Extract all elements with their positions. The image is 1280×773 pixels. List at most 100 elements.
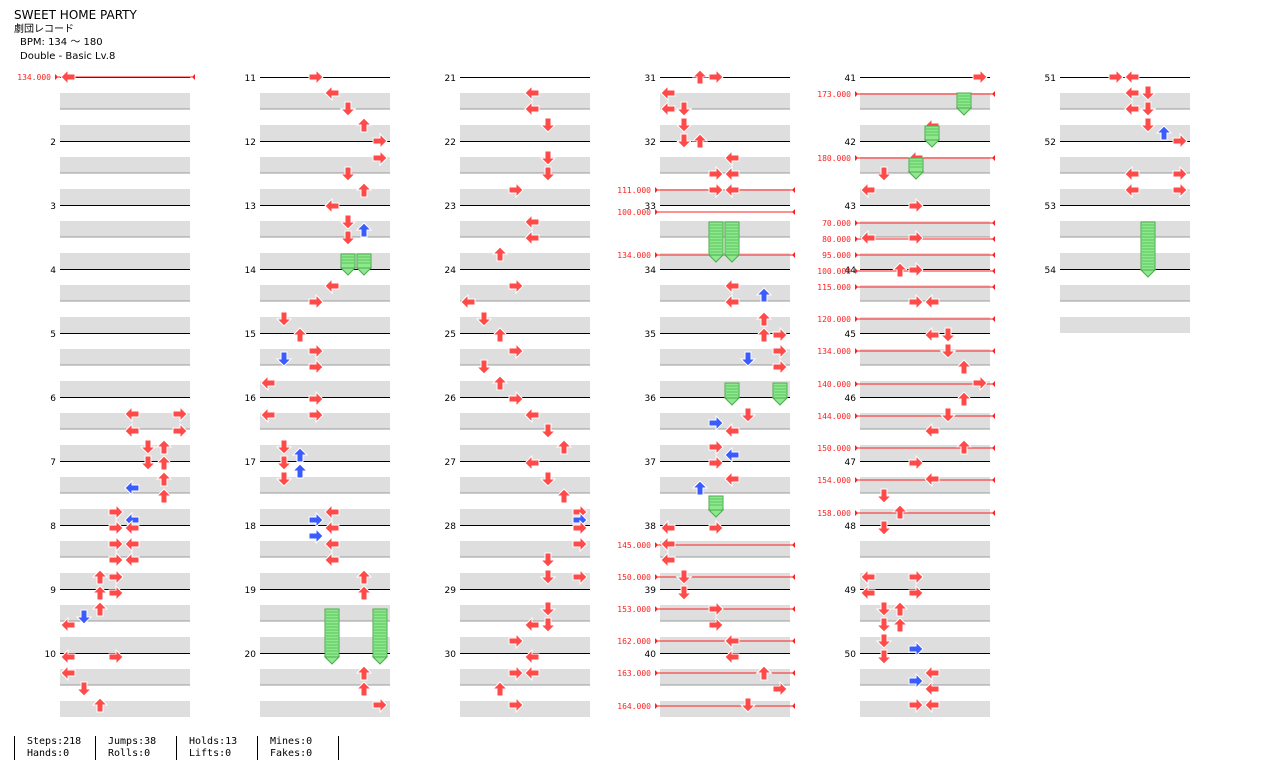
jumps-count: Jumps:38 (108, 736, 157, 747)
measure-band (860, 253, 990, 269)
bpm-value: 95.000 (822, 251, 851, 260)
measure-band (260, 349, 390, 365)
measure-band (460, 605, 590, 621)
arrow-note (372, 132, 388, 150)
arrow-note (524, 664, 540, 682)
arrow-note (660, 100, 676, 118)
hold-body (340, 253, 356, 269)
arrow-note (755, 287, 773, 303)
measure-number: 54 (1045, 266, 1057, 276)
bpm-end-marker (792, 703, 795, 709)
measure-band (460, 573, 590, 589)
measure-band (1060, 253, 1190, 269)
arrow-note (355, 182, 373, 198)
measure-band (460, 445, 590, 461)
bpm-start-marker (855, 348, 858, 354)
arrow-note (924, 326, 940, 344)
measure-band (860, 189, 990, 205)
arrow-note (124, 422, 140, 440)
measure-band (460, 317, 590, 333)
bpm-value: 100.000 (617, 208, 651, 217)
arrow-note (124, 519, 140, 537)
measure-band (660, 445, 790, 461)
bpm-start-marker (855, 381, 858, 387)
bpm-value: 153.000 (617, 605, 651, 614)
arrow-note (572, 568, 588, 586)
measure-band (60, 637, 190, 653)
measure-band (860, 541, 990, 557)
arrow-note (875, 633, 893, 649)
hands-count: Hands:0 (27, 748, 70, 759)
arrow-note (708, 68, 724, 86)
measure-number: 3 (50, 202, 56, 212)
arrow-note (539, 166, 557, 182)
hold-tail (339, 267, 357, 276)
measure-band (660, 253, 790, 269)
measure-band (860, 157, 990, 173)
measure-band (60, 445, 190, 461)
arrow-note (339, 101, 357, 117)
measure-band (260, 189, 390, 205)
bpm-value: 180.000 (817, 154, 851, 163)
arrow-note (75, 681, 93, 697)
arrow-note (260, 374, 276, 392)
measure-band (860, 413, 990, 429)
measure-number: 11 (245, 74, 256, 84)
bpm-start-marker (655, 542, 658, 548)
measure-band (60, 157, 190, 173)
bpm-value: 134.000 (817, 347, 851, 356)
arrow-note (1172, 132, 1188, 150)
measure-number: 42 (845, 138, 856, 148)
arrow-note (60, 648, 76, 666)
arrow-note (339, 214, 357, 230)
bpm-value: 145.000 (617, 541, 651, 550)
arrow-note (924, 680, 940, 698)
arrow-note (908, 261, 924, 279)
measure-band (660, 189, 790, 205)
bpm-value: 100.000 (817, 267, 851, 276)
arrow-note (524, 229, 540, 247)
arrow-note (339, 166, 357, 182)
arrow-note (155, 488, 173, 504)
measure-number: 10 (45, 650, 57, 660)
arrow-note (708, 519, 724, 537)
measure-band (260, 317, 390, 333)
measure-number: 36 (645, 394, 657, 404)
arrow-note (875, 520, 893, 536)
measure-band (260, 477, 390, 493)
arrow-note (355, 117, 373, 133)
measure-band (1060, 157, 1190, 173)
arrow-note (508, 696, 524, 714)
measure-number: 50 (845, 650, 857, 660)
bpm-end-marker (792, 187, 795, 193)
stats-col-3: Holds:13 Lifts:0 (176, 736, 257, 760)
lifts-count: Lifts:0 (189, 748, 232, 759)
arrow-note (172, 405, 188, 423)
arrow-note (891, 504, 909, 520)
arrow-note (508, 277, 524, 295)
measure-band (460, 349, 590, 365)
rolls-count: Rolls:0 (108, 748, 151, 759)
measure-band (60, 125, 190, 141)
arrow-note (939, 343, 957, 359)
measure-band (460, 221, 590, 237)
measure-number: 53 (1045, 202, 1056, 212)
measure-number: 7 (50, 458, 56, 468)
arrow-note (539, 150, 557, 166)
measure-number: 19 (245, 586, 257, 596)
arrow-note (739, 697, 757, 713)
arrow-note (724, 632, 740, 650)
arrow-note (60, 68, 76, 86)
mines-count: Mines:0 (270, 736, 313, 747)
bpm-start-marker (855, 220, 858, 226)
bpm-start-marker (655, 209, 658, 215)
measure-band (860, 669, 990, 685)
arrow-note (908, 293, 924, 311)
arrow-note (708, 616, 724, 634)
arrow-note (508, 181, 524, 199)
arrow-note (875, 649, 893, 665)
arrow-note (724, 446, 740, 464)
arrow-note (308, 390, 324, 408)
bpm-start-marker (855, 252, 858, 258)
arrow-note (908, 696, 924, 714)
